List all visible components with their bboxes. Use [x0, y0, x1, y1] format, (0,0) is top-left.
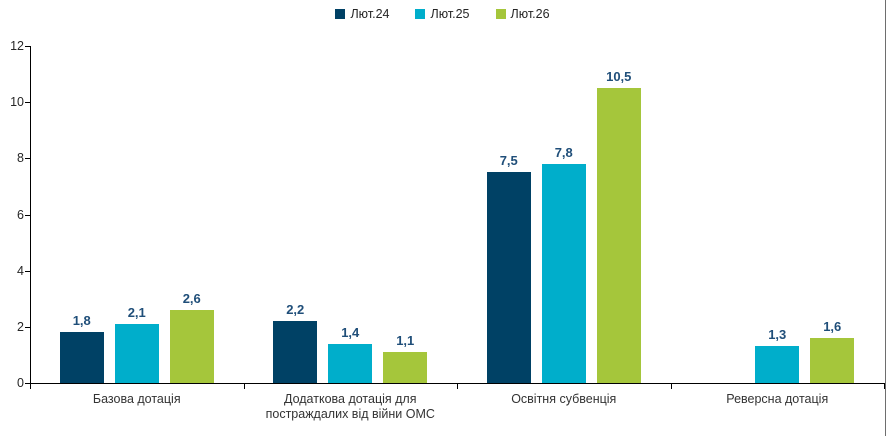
bar-Лют.26-4 — [810, 338, 855, 383]
category-label: Базова дотація — [92, 392, 181, 406]
bar-Лют.25-1 — [114, 324, 159, 383]
bar-Лют.25-4 — [755, 346, 800, 383]
bar-value-label: 1,6 — [823, 319, 842, 335]
y-axis-tick — [25, 326, 30, 328]
y-axis-tick-label: 8 — [17, 151, 24, 166]
y-axis-line — [30, 46, 31, 384]
legend-marker-icon — [335, 9, 346, 19]
x-axis-tick — [457, 383, 458, 389]
legend-label: Лют.24 — [350, 7, 390, 21]
bar-value-label: 1,8 — [72, 313, 91, 329]
y-axis-tick — [25, 102, 30, 104]
y-axis-tick — [25, 46, 30, 47]
y-axis-tick-label: 0 — [17, 376, 24, 390]
bar-value-label: 1,1 — [396, 333, 415, 349]
bar-Лют.25-2 — [328, 343, 373, 383]
legend-item: Лют.25 — [415, 7, 470, 21]
bar-value-label: 2,1 — [127, 305, 146, 321]
y-axis-tick — [25, 214, 30, 216]
bar-value-label: 1,4 — [341, 324, 360, 340]
legend-item: Лют.26 — [495, 7, 550, 21]
legend-marker-icon — [415, 9, 426, 19]
bar-Лют.26-3 — [596, 88, 641, 383]
legend-marker-icon — [495, 9, 506, 19]
x-axis-tick — [670, 383, 672, 389]
bar-Лют.24-1 — [59, 332, 104, 383]
bar-value-label: 7,5 — [499, 153, 518, 169]
bar-value-label: 10,5 — [606, 69, 632, 85]
y-axis-tick — [25, 383, 30, 384]
y-axis-tick-label: 12 — [10, 39, 24, 53]
y-axis-tick-label: 6 — [17, 207, 24, 222]
y-axis-tick — [25, 270, 30, 272]
x-axis-tick — [243, 383, 245, 389]
category-label: Додаткова дотація для постраждалих від в… — [265, 392, 435, 421]
bar-Лют.26-1 — [169, 309, 214, 383]
bar-Лют.24-3 — [486, 172, 531, 383]
y-axis-tick — [25, 158, 30, 160]
x-axis-tick — [30, 383, 31, 389]
bar-Лют.24-2 — [273, 321, 318, 383]
bar-Лют.26-2 — [383, 352, 428, 383]
y-axis-tick-label: 2 — [17, 319, 24, 334]
legend-label: Лют.26 — [510, 7, 550, 21]
category-label: Освітня субвенція — [511, 392, 617, 406]
x-axis-tick — [884, 383, 885, 389]
bar-value-label: 1,3 — [768, 327, 787, 343]
legend-item: Лют.24 — [335, 7, 389, 21]
category-label: Реверсна дотація — [726, 392, 829, 406]
y-axis-tick-label: 10 — [10, 95, 24, 110]
legend-label: Лют.25 — [430, 7, 470, 21]
bar-value-label: 2,6 — [182, 290, 201, 306]
bar-value-label: 7,8 — [554, 144, 573, 160]
bar-value-label: 2,2 — [286, 302, 305, 318]
legend: Лют.24 Лют.25 Лют.26 — [0, 7, 885, 21]
bar-Лют.25-3 — [541, 163, 586, 383]
y-axis-tick-label: 4 — [17, 263, 24, 278]
